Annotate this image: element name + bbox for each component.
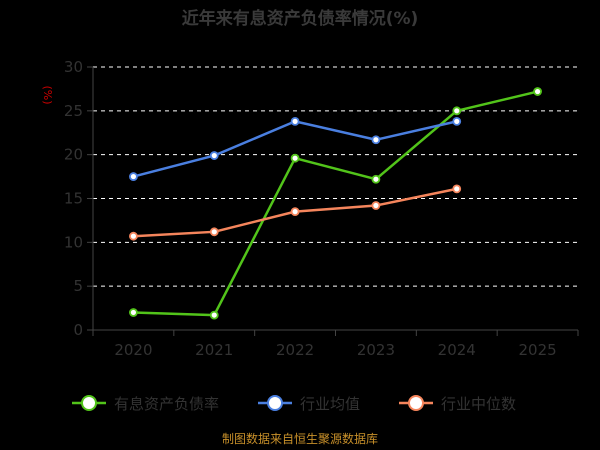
data-source-note: 制图数据来自恒生聚源数据库 <box>222 431 378 446</box>
x-tick-label: 2020 <box>114 341 152 359</box>
y-tick-label: 15 <box>64 190 83 208</box>
data-point[interactable] <box>371 174 381 184</box>
y-tick-label: 25 <box>64 102 83 120</box>
data-point[interactable] <box>209 151 219 160</box>
legend-marker <box>408 395 424 411</box>
x-tick-label: 2023 <box>357 341 395 359</box>
legend-label: 行业中位数 <box>441 395 516 413</box>
series-group <box>129 87 542 320</box>
y-axis-unit-label: (%) <box>41 85 54 104</box>
data-point[interactable] <box>290 153 300 163</box>
series-lines <box>129 87 542 320</box>
x-tick-label: 2022 <box>276 341 314 359</box>
data-point[interactable] <box>209 227 219 237</box>
chart-title: 近年来有息资产负债率情况(%) <box>182 8 419 29</box>
y-tick-label: 30 <box>64 58 83 76</box>
legend-label: 行业均值 <box>300 395 360 413</box>
x-tick-label: 2021 <box>195 341 233 359</box>
legend-item[interactable]: 行业均值 <box>258 395 360 413</box>
y-tick-label: 10 <box>64 233 83 251</box>
series-line <box>133 90 538 317</box>
data-point[interactable] <box>452 106 462 116</box>
data-point[interactable] <box>290 116 300 126</box>
x-tick-label: 2025 <box>518 341 556 359</box>
series-group <box>129 184 462 241</box>
legend-label: 有息资产负债率 <box>114 395 219 413</box>
grid-lines <box>93 66 578 287</box>
data-point[interactable] <box>533 87 542 96</box>
legend-item[interactable]: 行业中位数 <box>399 395 516 413</box>
legend-marker <box>267 395 283 411</box>
y-tick-label: 0 <box>73 321 83 339</box>
data-point[interactable] <box>129 231 138 241</box>
legend-marker <box>81 395 97 411</box>
data-point[interactable] <box>129 308 138 317</box>
y-tick-label: 20 <box>64 146 83 164</box>
legend-item[interactable]: 有息资产负债率 <box>72 395 219 413</box>
data-point[interactable] <box>129 172 138 181</box>
data-point[interactable] <box>452 184 462 194</box>
data-point[interactable] <box>371 201 381 210</box>
data-point[interactable] <box>371 135 381 145</box>
data-point[interactable] <box>209 310 219 320</box>
series-line <box>133 120 458 178</box>
legend: 有息资产负债率 行业均值 行业中位数 <box>72 395 516 413</box>
data-point[interactable] <box>290 207 300 217</box>
x-tick-label: 2024 <box>438 341 476 359</box>
data-point[interactable] <box>452 116 462 126</box>
y-tick-label: 5 <box>73 277 83 295</box>
series-group <box>129 116 462 181</box>
